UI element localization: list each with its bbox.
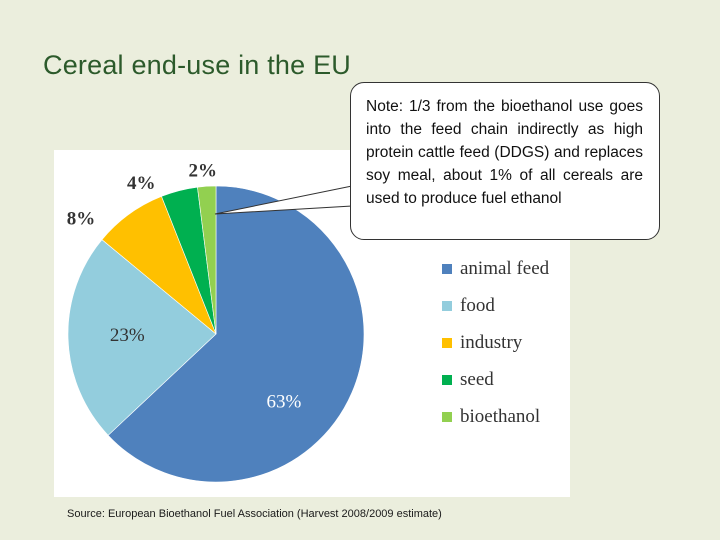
legend-label: seed	[460, 368, 494, 390]
chart-legend: animal feed food industry seed bioethanol	[442, 250, 549, 435]
pie-chart: 63% 23% 8% 4% 2%	[67, 161, 365, 483]
slide-title: Cereal end-use in the EU	[43, 50, 351, 80]
slice-label-seed: 4%	[127, 173, 156, 194]
slice-label-bioethanol: 2%	[188, 161, 217, 182]
source-note: Source: European Bioethanol Fuel Associa…	[67, 508, 442, 520]
legend-item-food: food	[442, 287, 549, 324]
legend-item-seed: seed	[442, 361, 549, 398]
legend-swatch	[442, 374, 452, 385]
slice-label-industry: 8%	[67, 209, 96, 230]
legend-swatch	[442, 411, 452, 422]
pie-slice-bioethanol	[197, 185, 217, 335]
slice-label-animal-feed: 63%	[266, 392, 301, 413]
legend-label: industry	[460, 331, 523, 353]
legend-swatch	[442, 263, 452, 274]
legend-label: food	[460, 294, 495, 316]
legend-swatch	[442, 337, 452, 348]
pie-slice-food	[67, 239, 217, 436]
slice-label-food: 23%	[110, 325, 145, 346]
callout-note: Note: 1/3 from the bioethanol use goes i…	[350, 82, 660, 240]
legend-item-bioethanol: bioethanol	[442, 398, 549, 435]
legend-swatch	[442, 300, 452, 311]
callout-text: Note: 1/3 from the bioethanol use goes i…	[366, 98, 643, 207]
legend-item-animal-feed: animal feed	[442, 250, 549, 287]
legend-label: animal feed	[460, 257, 550, 279]
legend-label: bioethanol	[460, 405, 541, 427]
legend-item-industry: industry	[442, 324, 549, 361]
